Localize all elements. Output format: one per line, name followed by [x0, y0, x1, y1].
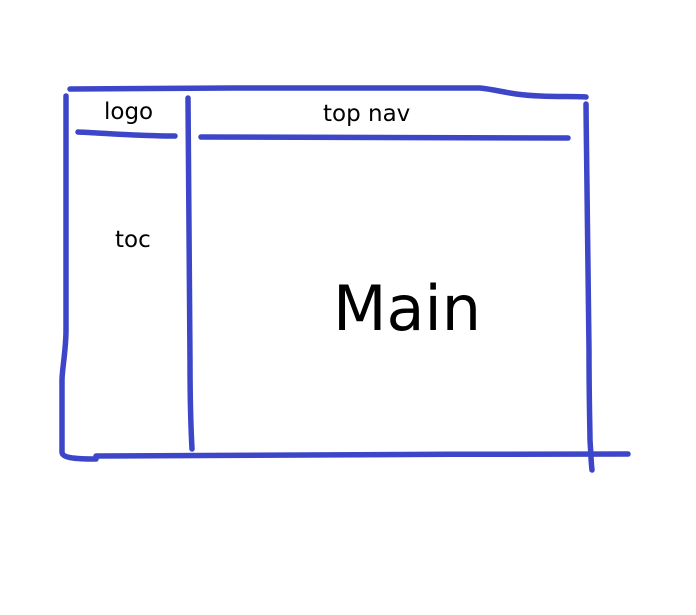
bottom-border-line: [93, 451, 631, 459]
logo-divider-line: [75, 129, 178, 139]
left-border-line: [59, 93, 99, 462]
right-border-line: [583, 101, 595, 473]
toc-label: toc: [115, 227, 151, 253]
logo-label: logo: [104, 99, 153, 125]
top-border-line: [67, 84, 589, 100]
top-nav-label: top nav: [323, 101, 410, 127]
top-nav-divider-line: [198, 134, 571, 141]
main-label: Main: [333, 272, 481, 345]
sidebar-divider-line: [185, 95, 195, 452]
